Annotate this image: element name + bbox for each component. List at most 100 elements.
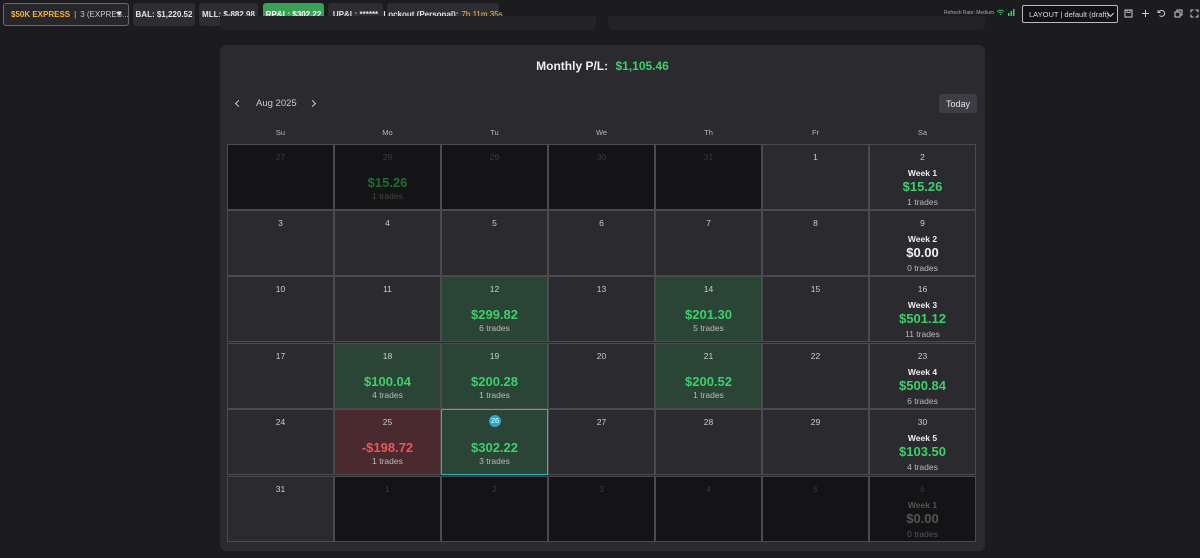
week-pnl: $0.00 (906, 245, 939, 260)
undo-icon[interactable] (1157, 9, 1166, 18)
calendar-day-cell[interactable]: 17 (227, 343, 334, 409)
calendar-day-cell[interactable]: 20 (548, 343, 655, 409)
account-selector[interactable]: $50K EXPRESS | 3 (EXPRES... (3, 3, 129, 26)
week-summary-cell[interactable]: 30 Week 5 $103.50 4 trades (869, 409, 976, 475)
calendar-day-cell[interactable]: 28 (655, 409, 762, 475)
day-number: 2 (492, 484, 497, 494)
week-pnl: $103.50 (899, 444, 946, 459)
calendar-day-cell[interactable]: 31 (227, 476, 334, 542)
calendar-day-cell[interactable]: 18 $100.04 4 trades (334, 343, 441, 409)
day-trade-count: 4 trades (372, 390, 403, 400)
layout-select-value: LAYOUT | default (draft) (1029, 9, 1110, 19)
account-detail: 3 (EXPRES... (80, 10, 129, 19)
calendar-day-cell[interactable]: 19 $200.28 1 trades (441, 343, 548, 409)
calendar-day-cell[interactable]: 29 (441, 144, 548, 210)
upper-panel-left (220, 16, 596, 30)
day-number: 3 (278, 218, 283, 228)
calendar-day-cell[interactable]: 3 (227, 210, 334, 276)
account-name: $50K EXPRESS (11, 10, 71, 19)
day-number: 17 (275, 351, 286, 361)
day-trade-count: 5 trades (693, 323, 724, 333)
calendar-day-cell[interactable]: 21 $200.52 1 trades (655, 343, 762, 409)
calendar-day-cell[interactable]: 26 $302.22 3 trades (441, 409, 548, 475)
monthly-pnl: Monthly P/L: $1,105.46 (220, 59, 985, 73)
week-trade-count: 0 trades (907, 263, 938, 273)
day-number: 29 (489, 152, 500, 162)
calendar-day-cell[interactable]: 28 $15.26 1 trades (334, 144, 441, 210)
week-summary-cell[interactable]: 2 Week 1 $15.26 1 trades (869, 144, 976, 210)
day-number: 5 (813, 484, 818, 494)
calendar-day-cell[interactable]: 24 (227, 409, 334, 475)
calendar-day-cell[interactable]: 22 (762, 343, 869, 409)
day-number: 23 (917, 351, 928, 361)
day-number: 28 (382, 152, 393, 162)
calendar-day-cell[interactable]: 27 (548, 409, 655, 475)
day-number: 31 (703, 152, 714, 162)
calendar-day-cell[interactable]: 13 (548, 276, 655, 342)
calendar-day-cell[interactable]: 8 (762, 210, 869, 276)
day-number: 18 (382, 351, 393, 361)
calendar-day-cell[interactable]: 4 (334, 210, 441, 276)
day-number: 19 (489, 351, 500, 361)
calendar-day-cell[interactable]: 5 (762, 476, 869, 542)
calendar-day-cell[interactable]: 1 (762, 144, 869, 210)
day-number: 21 (703, 351, 714, 361)
day-number: 28 (703, 417, 714, 427)
weekday-header: Mo (382, 128, 393, 137)
day-pnl: $100.04 (364, 374, 411, 389)
day-number: 31 (275, 484, 286, 494)
chevron-left-icon[interactable] (232, 99, 242, 109)
calendar-day-cell[interactable]: 14 $201.30 5 trades (655, 276, 762, 342)
weekday-header: Fr (811, 128, 820, 137)
lockout-label: Lockout (Personal): (383, 10, 459, 19)
layout-select[interactable]: LAYOUT | default (draft) (1022, 5, 1118, 23)
calendar-day-cell[interactable]: 5 (441, 210, 548, 276)
day-number: 8 (813, 218, 818, 228)
calendar-day-cell[interactable]: 15 (762, 276, 869, 342)
calendar-day-cell[interactable]: 1 (334, 476, 441, 542)
day-number: 3 (599, 484, 604, 494)
week-trade-count: 1 trades (907, 197, 938, 207)
calendar-day-cell[interactable]: 10 (227, 276, 334, 342)
calendar-day-cell[interactable]: 2 (441, 476, 548, 542)
caret-down-icon (116, 12, 122, 16)
calendar-day-cell[interactable]: 6 (548, 210, 655, 276)
day-pnl: $200.52 (685, 374, 732, 389)
calendar-day-cell[interactable]: 7 (655, 210, 762, 276)
calendar-day-cell[interactable]: 4 (655, 476, 762, 542)
day-number: 30 (596, 152, 607, 162)
today-button[interactable]: Today (939, 94, 977, 113)
window-icon[interactable] (1174, 9, 1183, 18)
day-number: 5 (492, 218, 497, 228)
balance-pill[interactable]: BAL: $1,220.52 (133, 3, 195, 26)
expand-icon[interactable] (1190, 9, 1199, 18)
day-number: 12 (489, 284, 500, 294)
day-pnl: $200.28 (471, 374, 518, 389)
day-number: 10 (275, 284, 286, 294)
weekday-header: Th (704, 128, 713, 137)
save-icon[interactable] (1124, 9, 1133, 18)
week-pnl: $15.26 (902, 179, 943, 194)
calendar-day-cell[interactable]: 31 (655, 144, 762, 210)
plus-icon[interactable] (1141, 9, 1150, 18)
day-number: 7 (706, 218, 711, 228)
calendar-day-cell[interactable]: 30 (548, 144, 655, 210)
calendar-day-cell[interactable]: 11 (334, 276, 441, 342)
calendar-day-cell[interactable]: 25 -$198.72 1 trades (334, 409, 441, 475)
pnl-calendar-panel: Monthly P/L: $1,105.46 Aug 2025 Today Su… (220, 45, 985, 551)
today-badge: 26 (489, 415, 501, 427)
day-number: 20 (596, 351, 607, 361)
week-summary-cell[interactable]: 6 Week 1 $0.00 0 trades (869, 476, 976, 542)
week-summary-cell[interactable]: 16 Week 3 $501.12 11 trades (869, 276, 976, 342)
calendar-day-cell[interactable]: 27 (227, 144, 334, 210)
day-number: 29 (810, 417, 821, 427)
day-number: 27 (275, 152, 286, 162)
chevron-right-icon[interactable] (309, 99, 319, 109)
day-trade-count: 6 trades (479, 323, 510, 333)
day-number: 27 (596, 417, 607, 427)
week-summary-cell[interactable]: 9 Week 2 $0.00 0 trades (869, 210, 976, 276)
calendar-day-cell[interactable]: 29 (762, 409, 869, 475)
calendar-day-cell[interactable]: 12 $299.82 6 trades (441, 276, 548, 342)
week-summary-cell[interactable]: 23 Week 4 $500.84 6 trades (869, 343, 976, 409)
calendar-day-cell[interactable]: 3 (548, 476, 655, 542)
